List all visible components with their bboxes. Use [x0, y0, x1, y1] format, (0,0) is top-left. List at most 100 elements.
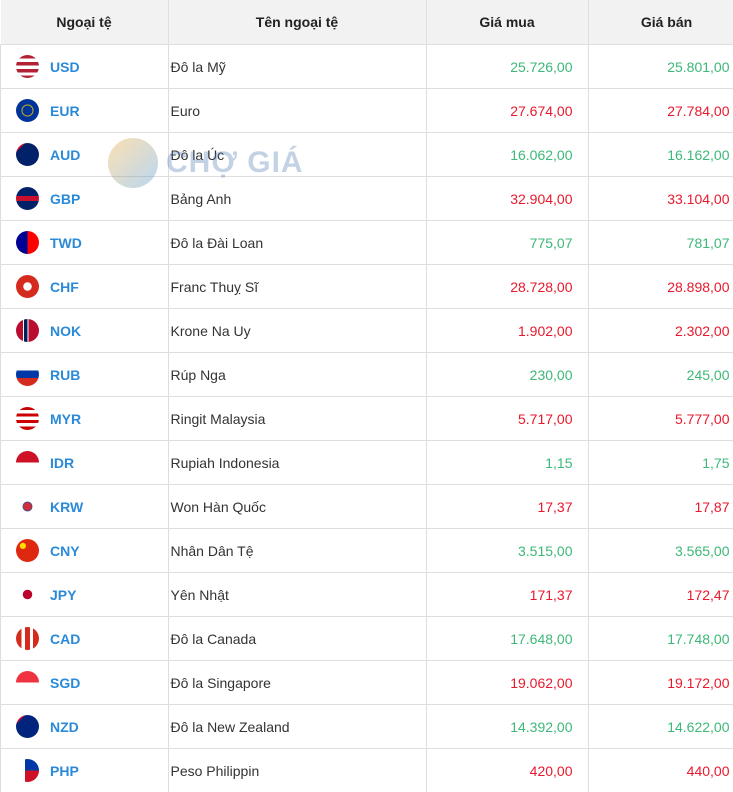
flag-nzd-icon	[16, 715, 39, 738]
buy-price: 1.902,00	[426, 309, 588, 353]
buy-price: 5.717,00	[426, 397, 588, 441]
currency-code-link[interactable]: USD	[50, 59, 80, 75]
currency-name: Euro	[168, 89, 426, 133]
currency-code-link[interactable]: NZD	[50, 719, 79, 735]
flag-eur-icon	[16, 99, 39, 122]
currency-code-cell: USD	[1, 55, 168, 78]
table-row: SGD Đô la Singapore 19.062,00 19.172,00	[1, 661, 733, 705]
buy-price: 3.515,00	[426, 529, 588, 573]
currency-code-link[interactable]: CHF	[50, 279, 79, 295]
table-row: AUD Đô la Úc 16.062,00 16.162,00	[1, 133, 733, 177]
sell-price: 14.622,00	[588, 705, 733, 749]
table-row: NOK Krone Na Uy 1.902,00 2.302,00	[1, 309, 733, 353]
currency-code-link[interactable]: MYR	[50, 411, 81, 427]
currency-code-cell: RUB	[1, 363, 168, 386]
sell-price: 16.162,00	[588, 133, 733, 177]
currency-code-cell: SGD	[1, 671, 168, 694]
sell-price: 28.898,00	[588, 265, 733, 309]
header-name: Tên ngoại tệ	[168, 0, 426, 45]
table-row: IDR Rupiah Indonesia 1,15 1,75	[1, 441, 733, 485]
sell-price: 245,00	[588, 353, 733, 397]
currency-code-link[interactable]: PHP	[50, 763, 79, 779]
flag-krw-icon	[16, 495, 39, 518]
buy-price: 1,15	[426, 441, 588, 485]
flag-chf-icon	[16, 275, 39, 298]
currency-name: Đô la Canada	[168, 617, 426, 661]
currency-code-cell: AUD	[1, 143, 168, 166]
currency-code-cell: NZD	[1, 715, 168, 738]
sell-price: 19.172,00	[588, 661, 733, 705]
sell-price: 781,07	[588, 221, 733, 265]
buy-price: 25.726,00	[426, 45, 588, 89]
currency-name: Đô la New Zealand	[168, 705, 426, 749]
currency-code-cell: JPY	[1, 583, 168, 606]
currency-name: Nhân Dân Tệ	[168, 529, 426, 573]
currency-code-link[interactable]: TWD	[50, 235, 82, 251]
buy-price: 16.062,00	[426, 133, 588, 177]
header-buy: Giá mua	[426, 0, 588, 45]
flag-idr-icon	[16, 451, 39, 474]
sell-price: 440,00	[588, 749, 733, 792]
buy-price: 171,37	[426, 573, 588, 617]
table-row: CHF Franc Thuỵ Sĩ 28.728,00 28.898,00	[1, 265, 733, 309]
table-row: PHP Peso Philippin 420,00 440,00	[1, 749, 733, 792]
table-row: MYR Ringit Malaysia 5.717,00 5.777,00	[1, 397, 733, 441]
currency-code-link[interactable]: CAD	[50, 631, 80, 647]
currency-code-cell: IDR	[1, 451, 168, 474]
flag-myr-icon	[16, 407, 39, 430]
buy-price: 230,00	[426, 353, 588, 397]
sell-price: 25.801,00	[588, 45, 733, 89]
table-row: EUR Euro 27.674,00 27.784,00	[1, 89, 733, 133]
currency-code-link[interactable]: JPY	[50, 587, 76, 603]
table-row: CNY Nhân Dân Tệ 3.515,00 3.565,00	[1, 529, 733, 573]
buy-price: 19.062,00	[426, 661, 588, 705]
currency-code-link[interactable]: EUR	[50, 103, 80, 119]
currency-code-cell: MYR	[1, 407, 168, 430]
currency-code-link[interactable]: KRW	[50, 499, 83, 515]
currency-code-cell: TWD	[1, 231, 168, 254]
currency-code-link[interactable]: IDR	[50, 455, 74, 471]
header-sell: Giá bán	[588, 0, 733, 45]
currency-name: Krone Na Uy	[168, 309, 426, 353]
currency-code-cell: NOK	[1, 319, 168, 342]
flag-usd-icon	[16, 55, 39, 78]
currency-code-link[interactable]: GBP	[50, 191, 80, 207]
currency-code-link[interactable]: CNY	[50, 543, 80, 559]
currency-code-link[interactable]: AUD	[50, 147, 80, 163]
currency-code-link[interactable]: NOK	[50, 323, 81, 339]
currency-name: Đô la Úc	[168, 133, 426, 177]
currency-code-link[interactable]: RUB	[50, 367, 80, 383]
sell-price: 17,87	[588, 485, 733, 529]
flag-aud-icon	[16, 143, 39, 166]
flag-php-icon	[16, 759, 39, 782]
currency-code-cell: CAD	[1, 627, 168, 650]
currency-name: Peso Philippin	[168, 749, 426, 792]
currency-name: Đô la Singapore	[168, 661, 426, 705]
currency-code-cell: GBP	[1, 187, 168, 210]
currency-code-cell: CNY	[1, 539, 168, 562]
header-code: Ngoại tệ	[1, 0, 169, 45]
currency-name: Ringit Malaysia	[168, 397, 426, 441]
buy-price: 420,00	[426, 749, 588, 792]
buy-price: 17.648,00	[426, 617, 588, 661]
table-row: TWD Đô la Đài Loan 775,07 781,07	[1, 221, 733, 265]
flag-cad-icon	[16, 627, 39, 650]
flag-rub-icon	[16, 363, 39, 386]
sell-price: 27.784,00	[588, 89, 733, 133]
sell-price: 172,47	[588, 573, 733, 617]
currency-name: Rúp Nga	[168, 353, 426, 397]
currency-code-link[interactable]: SGD	[50, 675, 80, 691]
buy-price: 775,07	[426, 221, 588, 265]
sell-price: 1,75	[588, 441, 733, 485]
flag-jpy-icon	[16, 583, 39, 606]
table-row: USD Đô la Mỹ 25.726,00 25.801,00	[1, 45, 733, 89]
buy-price: 17,37	[426, 485, 588, 529]
flag-twd-icon	[16, 231, 39, 254]
currency-name: Rupiah Indonesia	[168, 441, 426, 485]
sell-price: 33.104,00	[588, 177, 733, 221]
buy-price: 32.904,00	[426, 177, 588, 221]
currency-name: Yên Nhật	[168, 573, 426, 617]
table-row: RUB Rúp Nga 230,00 245,00	[1, 353, 733, 397]
sell-price: 3.565,00	[588, 529, 733, 573]
